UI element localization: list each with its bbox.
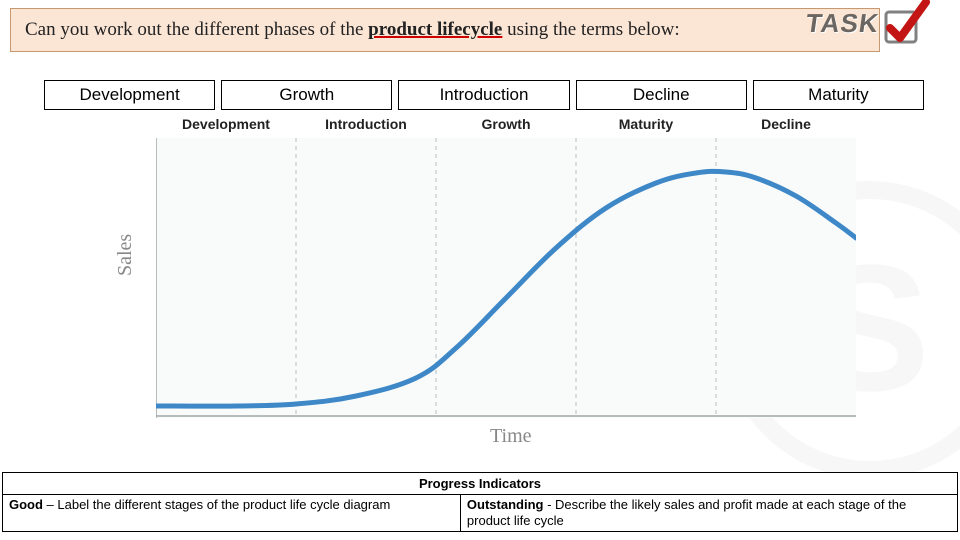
good-label: Good [9, 497, 43, 512]
phase-label-1: Introduction [296, 116, 436, 132]
phase-labels-row: Development Introduction Growth Maturity… [156, 116, 856, 132]
instruction-banner: Can you work out the different phases of… [10, 8, 880, 52]
task-badge: TASK [800, 0, 930, 54]
progress-row: Good – Label the different stages of the… [3, 495, 957, 532]
term-development[interactable]: Development [44, 80, 215, 110]
phase-label-2: Growth [436, 116, 576, 132]
phase-label-4: Decline [716, 116, 856, 132]
x-axis-label: Time [490, 425, 532, 448]
instruction-emphasis: product lifecycle [368, 19, 502, 40]
term-growth[interactable]: Growth [221, 80, 392, 110]
instruction-suffix: using the terms below: [502, 19, 679, 40]
progress-header: Progress Indicators [3, 473, 957, 495]
chart-background [156, 138, 856, 418]
term-maturity[interactable]: Maturity [753, 80, 924, 110]
outstanding-label: Outstanding [467, 497, 544, 512]
term-decline[interactable]: Decline [576, 80, 747, 110]
progress-indicators-table: Progress Indicators Good – Label the dif… [2, 472, 958, 533]
lifecycle-diagram: Development Introduction Growth Maturity… [120, 116, 880, 446]
term-row: Development Growth Introduction Decline … [44, 80, 924, 110]
progress-outstanding: Outstanding - Describe the likely sales … [461, 495, 957, 532]
checkmark-icon [876, 0, 930, 50]
task-badge-label: TASK [804, 8, 881, 39]
progress-good: Good – Label the different stages of the… [3, 495, 461, 532]
phase-label-0: Development [156, 116, 296, 132]
phase-label-3: Maturity [576, 116, 716, 132]
good-text: – Label the different stages of the prod… [43, 497, 390, 512]
lifecycle-chart [156, 138, 856, 418]
instruction-prefix: Can you work out the different phases of… [25, 19, 368, 40]
term-introduction[interactable]: Introduction [398, 80, 569, 110]
y-axis-label: Sales [114, 234, 137, 276]
